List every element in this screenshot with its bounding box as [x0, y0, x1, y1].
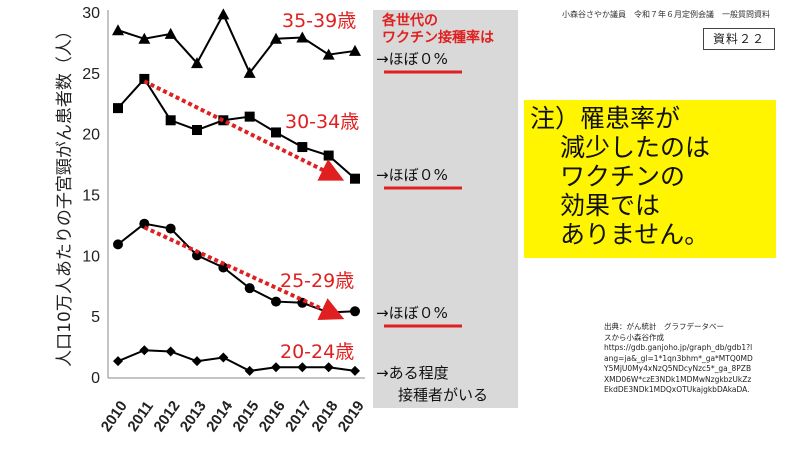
- y-tick-label: 0: [91, 370, 100, 387]
- x-tick-label: 2013: [177, 398, 210, 435]
- data-point: [349, 44, 361, 56]
- data-point: [350, 365, 360, 376]
- data-point: [270, 32, 282, 44]
- data-point: [192, 250, 202, 261]
- data-point: [165, 115, 176, 126]
- data-point: [191, 57, 203, 69]
- data-point: [244, 283, 255, 294]
- note-line: 減少したのは: [560, 133, 711, 162]
- data-point: [350, 306, 360, 317]
- note-box: 注）罹患率が 減少したのは ワクチンの 効果では ありません。: [524, 100, 776, 258]
- series-line: [117, 349, 356, 372]
- series-layer: [112, 8, 361, 376]
- y-tick-label: 25: [82, 66, 100, 83]
- document-number: 資料２２: [703, 28, 775, 50]
- data-point: [113, 103, 123, 114]
- x-tick-label: 2010: [98, 398, 131, 435]
- data-point: [138, 32, 151, 44]
- source-line: スから小森谷作成: [604, 332, 664, 342]
- x-tick-label: 2012: [150, 398, 183, 435]
- data-point: [113, 239, 123, 250]
- x-tick-label: 2015: [229, 398, 262, 435]
- data-point: [271, 296, 281, 307]
- trend-arrow: [143, 79, 345, 181]
- source-line: ang=ja&_gl=1*1qn3bhm*_ga*MTQ0MD: [604, 353, 753, 363]
- y-axis-label: 人口10万人あたりの子宮頸がん患者数（人）: [55, 22, 75, 367]
- series-line: [117, 12, 356, 75]
- data-point: [112, 24, 124, 36]
- vaccination-status: →ある程度: [376, 364, 449, 382]
- source-line: EkdDE3NDk1MDQxOTUkajgkbDAkaDA.: [604, 385, 750, 394]
- data-point: [139, 218, 150, 229]
- vaccination-status: →ほぼ０%: [376, 304, 448, 322]
- y-tick-label: 15: [82, 188, 100, 205]
- data-point: [218, 262, 229, 273]
- vaccination-status: →ほぼ０%: [376, 166, 448, 184]
- vaccination-status: →ほぼ０%: [376, 50, 448, 68]
- trend-arrow: [143, 225, 345, 320]
- note-line: 注）罹患率が: [530, 104, 681, 133]
- series-labels: 35-39歳 30-34歳 25-29歳 20-24歳: [280, 10, 359, 363]
- data-point: [217, 8, 230, 20]
- data-point: [271, 362, 281, 373]
- x-tick-label: 2017: [282, 398, 315, 435]
- data-point: [192, 125, 202, 136]
- vaccination-status: 接種者がいる: [398, 386, 488, 404]
- data-point: [271, 127, 281, 138]
- data-point: [139, 345, 150, 356]
- data-point: [243, 66, 256, 78]
- series-label: 35-39歳: [282, 10, 356, 32]
- series-label: 30-34歳: [285, 111, 359, 133]
- source-line: https://gdb.ganjoho.jp/graph_db/gdb1?l: [604, 343, 753, 352]
- data-point: [244, 111, 255, 122]
- data-point: [323, 150, 334, 161]
- source-line: 出典：がん統計 グラフデータベー: [604, 322, 724, 331]
- y-tick-label: 20: [82, 127, 100, 144]
- x-tick-label: 2016: [256, 398, 289, 435]
- note-line: ワクチンの: [560, 162, 686, 191]
- x-tick-label: 2014: [203, 397, 236, 435]
- data-point: [164, 27, 177, 39]
- note-line: ありません。: [560, 220, 710, 249]
- vaccination-heading: ワクチン接種率は: [382, 29, 494, 46]
- y-tick-label: 30: [82, 5, 100, 22]
- series-label: 20-24歳: [280, 341, 354, 363]
- source-line: Y5MjU0My4xNzQ5NDcyNzc5*_ga_8PZB: [604, 364, 752, 373]
- x-tick-label: 2011: [124, 398, 157, 434]
- note-line: 効果では: [560, 191, 661, 220]
- data-point: [297, 362, 308, 373]
- source-line: XMD06W*czE3NDk1MDMwNzgkbzUkZz: [604, 374, 752, 384]
- source-note: 出典：がん統計 グラフデータベー スから小森谷作成 https://gdb.ga…: [604, 322, 764, 396]
- trend-arrows: [143, 79, 345, 320]
- vaccination-heading: 各世代の: [381, 12, 438, 29]
- data-point: [218, 352, 229, 363]
- data-point: [165, 346, 176, 357]
- data-point: [244, 365, 255, 376]
- series-line: [117, 77, 356, 180]
- data-point: [192, 356, 202, 367]
- x-tick-label: 2019: [335, 398, 368, 435]
- data-point: [139, 73, 150, 84]
- y-tick-label: 5: [91, 309, 100, 326]
- data-point: [297, 142, 308, 153]
- x-tick-label: 2018: [308, 398, 341, 435]
- data-point: [322, 48, 335, 60]
- y-tick-label: 10: [82, 248, 100, 265]
- data-point: [296, 31, 309, 43]
- data-point: [165, 223, 176, 234]
- vaccination-panel-bg: [373, 10, 518, 408]
- data-point: [350, 173, 360, 184]
- data-point: [323, 362, 334, 373]
- data-point: [218, 115, 229, 126]
- axes: 0 5 10 15 20 25 30 2010201120122013201420152016…: [55, 5, 368, 435]
- series-label: 25-29歳: [280, 270, 354, 292]
- data-point: [113, 356, 123, 367]
- header-note: 小森谷さやか議員 令和７年６月定例会議 一般質問資料: [562, 10, 770, 19]
